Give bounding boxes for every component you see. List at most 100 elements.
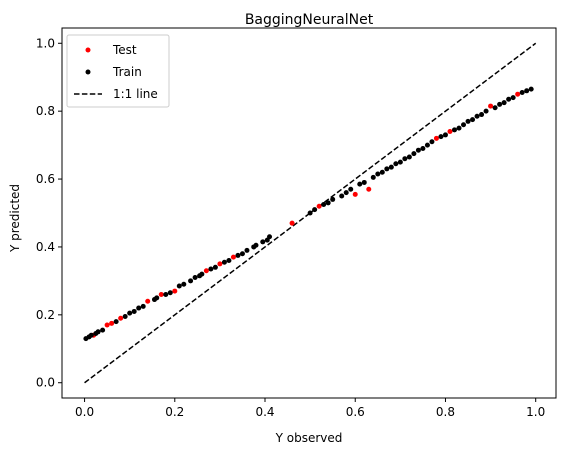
train-point bbox=[167, 290, 173, 296]
train-point bbox=[140, 303, 146, 309]
x-tick-label: 0.0 bbox=[75, 405, 94, 419]
train-point bbox=[212, 264, 218, 270]
test-point bbox=[145, 298, 151, 304]
test-point bbox=[447, 129, 453, 135]
train-point bbox=[442, 132, 448, 138]
train-point bbox=[127, 310, 133, 316]
train-point bbox=[375, 171, 381, 177]
train-point bbox=[181, 281, 187, 287]
train-point bbox=[497, 101, 503, 107]
train-point bbox=[357, 181, 363, 187]
test-point bbox=[289, 220, 295, 226]
train-point bbox=[100, 327, 106, 333]
train-point bbox=[339, 193, 345, 199]
test-point bbox=[488, 103, 494, 109]
train-point bbox=[411, 151, 417, 157]
x-tick-label: 1.0 bbox=[526, 405, 545, 419]
train-point bbox=[519, 89, 525, 95]
train-point bbox=[199, 271, 205, 277]
legend-marker bbox=[85, 69, 91, 75]
train-point bbox=[221, 259, 227, 265]
test-point bbox=[366, 186, 372, 192]
train-point bbox=[393, 161, 399, 167]
train-point bbox=[260, 239, 266, 245]
test-point bbox=[158, 291, 164, 297]
y-tick-label: 1.0 bbox=[36, 36, 55, 50]
train-point bbox=[244, 247, 250, 253]
test-point bbox=[316, 203, 322, 209]
train-point bbox=[136, 305, 142, 311]
lines-layer bbox=[84, 42, 537, 384]
train-point bbox=[474, 113, 480, 119]
train-point bbox=[113, 319, 119, 325]
x-tick-label: 0.8 bbox=[436, 405, 455, 419]
train-point bbox=[470, 117, 476, 123]
plot-frame bbox=[61, 27, 557, 399]
train-point bbox=[192, 274, 198, 280]
train-point bbox=[479, 112, 485, 118]
train-point bbox=[438, 134, 444, 140]
legend-label: 1:1 line bbox=[113, 87, 158, 101]
test-point bbox=[217, 261, 223, 267]
train-point bbox=[415, 147, 421, 153]
train-point bbox=[379, 169, 385, 175]
train-point bbox=[406, 154, 412, 160]
test-point bbox=[433, 135, 439, 141]
train-point bbox=[267, 234, 273, 240]
test-point bbox=[172, 288, 178, 294]
train-point bbox=[325, 200, 331, 206]
legend-item-1to1-line: 1:1 line bbox=[74, 87, 158, 101]
y-tick-label: 0.8 bbox=[36, 104, 55, 118]
test-point bbox=[203, 268, 209, 274]
series-train-points bbox=[83, 86, 534, 342]
test-point bbox=[104, 322, 110, 328]
y-tick-label: 0.2 bbox=[36, 308, 55, 322]
legend-label: Train bbox=[112, 65, 142, 79]
test-point bbox=[352, 191, 358, 197]
legend-box bbox=[66, 34, 170, 108]
train-point bbox=[348, 186, 354, 192]
train-point bbox=[402, 156, 408, 162]
train-point bbox=[384, 166, 390, 172]
x-tick-label: 0.2 bbox=[165, 405, 184, 419]
test-point bbox=[230, 254, 236, 260]
train-point bbox=[330, 196, 336, 202]
x-tick-label: 0.6 bbox=[346, 405, 365, 419]
x-axis-label: Y observed bbox=[275, 431, 343, 445]
train-point bbox=[131, 308, 137, 314]
train-point bbox=[188, 278, 194, 284]
train-point bbox=[461, 122, 467, 128]
one-to-one-line bbox=[84, 42, 537, 384]
train-point bbox=[420, 146, 426, 152]
y-tick-label: 0.6 bbox=[36, 172, 55, 186]
train-point bbox=[307, 210, 313, 216]
test-point bbox=[109, 320, 115, 326]
train-point bbox=[506, 96, 512, 102]
legend-item-test: Test bbox=[85, 43, 137, 57]
train-point bbox=[361, 179, 367, 185]
train-point bbox=[456, 125, 462, 131]
chart-title: BaggingNeuralNet bbox=[245, 12, 374, 28]
train-point bbox=[465, 118, 471, 124]
train-point bbox=[176, 283, 182, 289]
y-tick-label: 0.0 bbox=[36, 376, 55, 390]
train-point bbox=[312, 207, 318, 213]
series-test-points bbox=[91, 91, 521, 338]
train-point bbox=[253, 242, 259, 248]
train-point bbox=[122, 314, 128, 320]
train-point bbox=[163, 291, 169, 297]
train-point bbox=[501, 100, 507, 106]
train-point bbox=[524, 88, 530, 94]
train-point bbox=[321, 202, 327, 208]
train-point bbox=[424, 142, 430, 148]
train-point bbox=[483, 108, 489, 114]
train-point bbox=[397, 159, 403, 165]
train-point bbox=[528, 86, 534, 92]
test-point bbox=[118, 315, 124, 321]
train-point bbox=[226, 258, 232, 264]
legend-item-train: Train bbox=[85, 65, 142, 79]
train-point bbox=[239, 251, 245, 257]
train-point bbox=[429, 139, 435, 145]
train-point bbox=[343, 190, 349, 196]
